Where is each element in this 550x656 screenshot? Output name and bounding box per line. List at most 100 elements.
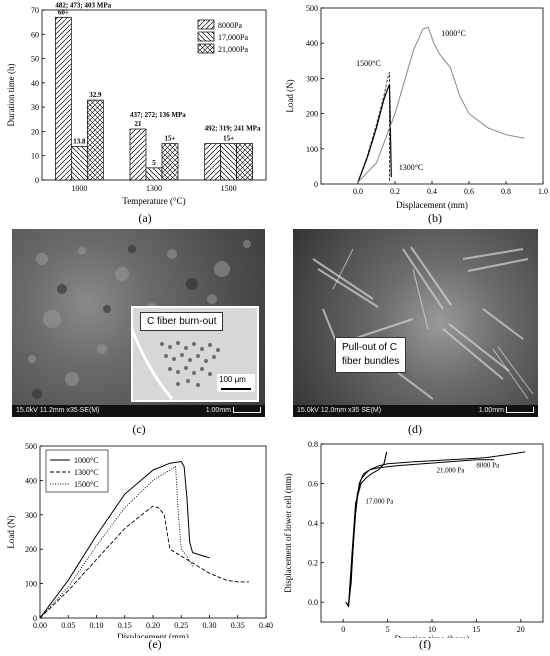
series-line [357, 84, 392, 183]
x-tick-label: 15 [472, 625, 480, 634]
x-tick-label: 0.30 [203, 621, 217, 630]
sem-scale-tick-c [233, 407, 261, 413]
x-tick-label: 1500 [221, 184, 237, 193]
x-tick-label: 0.8 [501, 187, 511, 196]
y-tick-label: 40 [31, 79, 39, 88]
y-tick-label: 0 [314, 180, 318, 189]
sem-info-c: 15.0kV 11.2mm x35 SE(M) [16, 407, 100, 414]
x-tick-label: 0 [341, 625, 345, 634]
y-tick-label: 20 [31, 127, 39, 136]
series-label: 1000°C [441, 29, 466, 38]
bar-value-label: 5 [152, 159, 156, 167]
caption-e: (e) [148, 637, 162, 651]
series-label: 21,000 Pa [436, 467, 465, 475]
y-tick-label: 400 [306, 39, 318, 48]
bar-annotation: 492; 319; 241 MPa [205, 125, 261, 133]
legend-swatch [197, 19, 215, 30]
bar [54, 16, 72, 181]
y-tick-label: 500 [306, 4, 318, 13]
plot-frame [320, 7, 544, 185]
chart-a: 0 10 20 30 40 50 60 70 1000 60+ 13.8 32.9 482; 473; … [6, 1, 267, 206]
x-tick-label: 0.20 [146, 621, 160, 630]
x-tick-label: 0.2 [390, 187, 400, 196]
y-tick-label: 50 [31, 55, 39, 64]
y-axis-label: Load (N) [6, 515, 16, 548]
x-tick-label: 0.6 [464, 187, 474, 196]
series-line [39, 505, 249, 619]
y-tick-label: 0.0 [308, 598, 318, 607]
series-line [39, 460, 210, 619]
sem-info-d: 15.0kV 12.0mm x35 SE(M) [297, 407, 382, 414]
x-axis-label: Displacement (mm) [117, 632, 189, 638]
bar-value-label: 60+ [58, 8, 69, 16]
y-tick-label: 60 [31, 30, 39, 39]
legend-label: 8000Pa [218, 21, 242, 30]
x-tick-label: 0.10 [90, 621, 104, 630]
x-tick-label: 0.05 [61, 621, 75, 630]
y-tick-label: 300 [25, 511, 37, 520]
x-tick-label: 0.0 [353, 187, 363, 196]
x-tick-label: 0.40 [259, 621, 273, 630]
x-axis-label: Displacement (mm) [396, 200, 468, 210]
bar [236, 143, 254, 181]
y-tick-label: 500 [25, 442, 37, 451]
legend-swatch [197, 43, 215, 54]
bar-annotation: 482; 473; 403 MPa [55, 1, 111, 9]
y-tick-label: 100 [25, 580, 37, 589]
caption-f: (f) [419, 637, 431, 651]
chart-b: 0.0 0.2 0.4 0.6 0.8 1.0 0 100 200 300 400 500 Displa… [285, 4, 548, 210]
bar-value-label: 15+ [223, 135, 234, 143]
y-tick-label: 0 [33, 614, 37, 623]
legend-label: 1000°C [74, 456, 99, 465]
y-tick-label: 70 [31, 6, 39, 15]
chart-e: 0.00 0.05 0.10 0.15 0.20 0.25 0.30 0.35 0.40 0 100… [6, 442, 273, 638]
legend-label: 1300°C [74, 468, 99, 477]
series-line [345, 459, 495, 608]
series-label: 1300°C [399, 163, 424, 172]
caption-c: (c) [132, 422, 146, 436]
sem-texture-d [312, 246, 534, 400]
y-axis-label: Displacement of lower cell (mm) [283, 473, 293, 592]
bar-annotation: 437; 272; 136 MPa [130, 111, 186, 119]
sem-texture-c [28, 240, 259, 402]
series-label: 17,000 Pa [365, 497, 394, 505]
chart-f: 0 5 10 15 20 0.0 0.2 0.4 0.6 0.8 Duration time (ho… [283, 440, 544, 638]
legend-label: 1500°C [74, 480, 99, 489]
legend-swatch [197, 31, 215, 42]
bar [145, 167, 163, 181]
bar [220, 143, 238, 181]
y-tick-label: 10 [31, 152, 39, 161]
y-tick-label: 300 [306, 74, 318, 83]
y-tick-label: 30 [31, 103, 39, 112]
bar [86, 99, 104, 181]
x-axis-label: Temperature (°C) [122, 196, 185, 206]
legend-box [45, 449, 109, 493]
y-axis-label: Load (N) [285, 79, 295, 112]
y-tick-label: 100 [306, 145, 318, 154]
sem-info-bar-c: 15.0kV 11.2mm x35 SE(M) 1.00mm [12, 405, 265, 417]
bar [204, 143, 222, 181]
x-axis-label: Duration time (hour) [395, 634, 470, 638]
sem-image-c: C fiber burn-out 100 μm 15.0kV 11.2mm x3… [12, 229, 265, 417]
y-tick-label: 0.8 [308, 440, 318, 449]
legend-label: 17,000Pa [218, 33, 248, 42]
sem-scale-d: 1.00mm [478, 407, 504, 414]
label-d-line1: Pull-out of C [342, 342, 398, 353]
y-tick-label: 400 [25, 476, 37, 485]
series-line [39, 465, 193, 619]
y-tick-label: 0.2 [308, 559, 318, 568]
series-line [345, 451, 526, 608]
x-tick-label: 10 [428, 625, 436, 634]
y-tick-label: 200 [25, 545, 37, 554]
caption-a: (a) [138, 211, 152, 225]
y-tick-label: 0.6 [308, 480, 318, 489]
series-label: 8000 Pa [476, 462, 500, 470]
y-tick-label: 200 [306, 110, 318, 119]
x-tick-label: 5 [386, 625, 390, 634]
x-tick-label: 1.0 [538, 187, 548, 196]
y-tick-label: 0 [35, 176, 39, 185]
legend-label: 21,000Pa [218, 45, 248, 54]
label-d-line2: fiber bundles [342, 356, 400, 367]
y-axis-label: Duration time (h) [6, 64, 16, 127]
series-label: 1500°C [356, 59, 381, 68]
